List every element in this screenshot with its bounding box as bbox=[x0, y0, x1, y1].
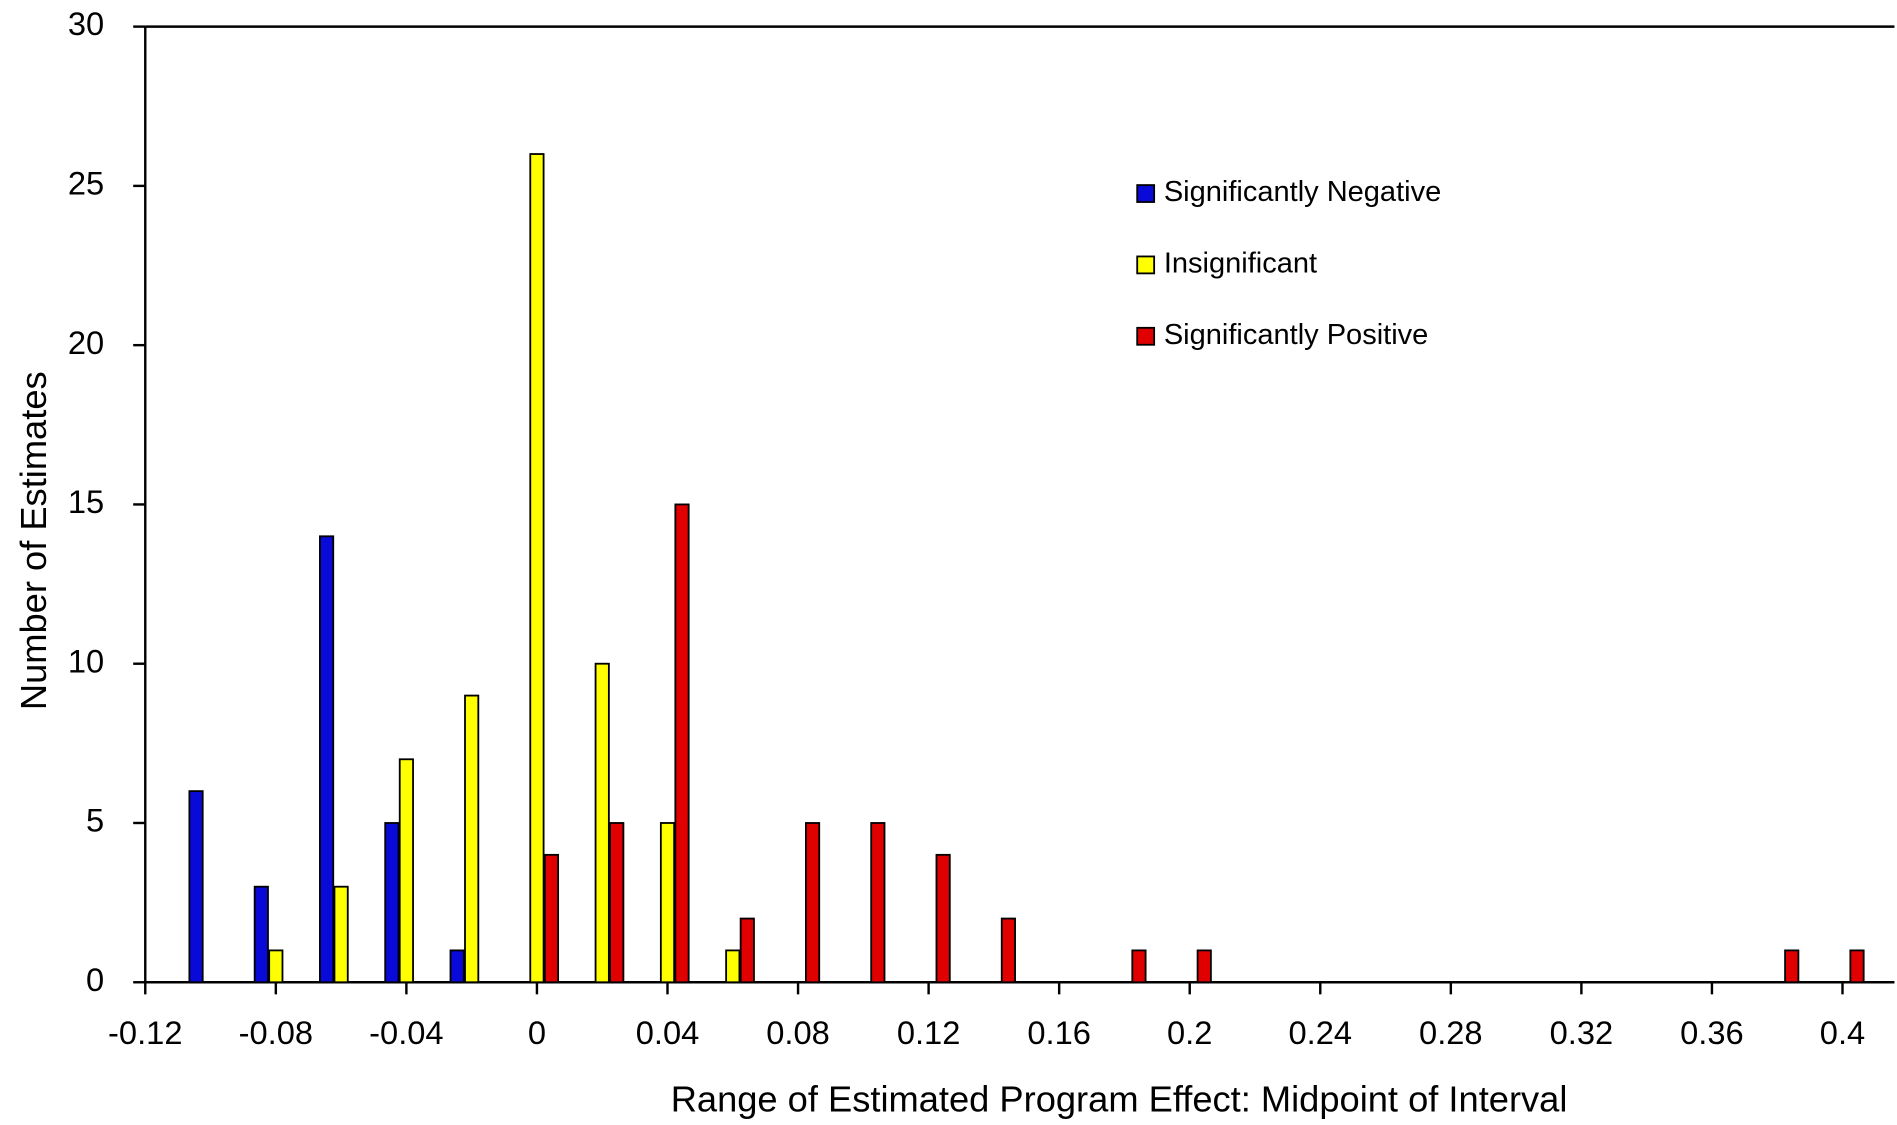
bar bbox=[805, 822, 821, 984]
bar bbox=[609, 822, 625, 984]
bar bbox=[725, 949, 741, 984]
x-tick-label: -0.04 bbox=[369, 1014, 443, 1051]
bar bbox=[333, 885, 349, 984]
x-tick-label: 0 bbox=[528, 1014, 546, 1051]
bar bbox=[529, 153, 545, 984]
x-tick-label: 0.32 bbox=[1550, 1014, 1614, 1051]
bar bbox=[1131, 949, 1147, 984]
legend-swatch bbox=[1136, 184, 1156, 203]
legend-label: Significantly Negative bbox=[1164, 176, 1441, 208]
y-axis-title: Number of Estimates bbox=[13, 371, 54, 710]
x-tick-label: 0.16 bbox=[1027, 1014, 1091, 1051]
bar bbox=[935, 853, 951, 984]
bar bbox=[674, 503, 690, 984]
x-tick-label: 0.12 bbox=[897, 1014, 961, 1051]
y-tick-label: 25 bbox=[68, 165, 104, 202]
bar bbox=[449, 949, 465, 984]
bar bbox=[1849, 949, 1865, 984]
bar bbox=[1196, 949, 1212, 984]
legend-label: Significantly Positive bbox=[1164, 319, 1428, 351]
x-axis-title: Range of Estimated Program Effect: Midpo… bbox=[671, 1079, 1568, 1120]
bar bbox=[659, 822, 676, 984]
x-tick-label: 0.08 bbox=[766, 1014, 830, 1051]
x-tick-label: 0.4 bbox=[1820, 1014, 1865, 1051]
x-tick-label: 0.2 bbox=[1167, 1014, 1212, 1051]
bar bbox=[253, 885, 269, 984]
x-tick-label: 0.28 bbox=[1419, 1014, 1483, 1051]
bar bbox=[1000, 917, 1016, 984]
y-tick-label: 10 bbox=[68, 642, 104, 679]
bar bbox=[543, 853, 560, 984]
y-tick-label: 20 bbox=[68, 324, 104, 361]
bar bbox=[319, 535, 335, 984]
bar bbox=[1784, 949, 1800, 984]
bar bbox=[870, 822, 886, 984]
bar bbox=[464, 694, 480, 984]
x-tick-label: -0.08 bbox=[239, 1014, 313, 1051]
legend-label: Insignificant bbox=[1164, 248, 1317, 280]
x-tick-label: -0.12 bbox=[108, 1014, 182, 1051]
y-tick-label: 30 bbox=[68, 5, 104, 42]
x-tick-label: 0.24 bbox=[1288, 1014, 1352, 1051]
bar bbox=[739, 917, 755, 984]
bar bbox=[398, 758, 414, 984]
bar bbox=[384, 822, 400, 984]
bar bbox=[594, 662, 610, 984]
legend-swatch bbox=[1136, 255, 1156, 275]
y-tick-label: 15 bbox=[68, 483, 104, 520]
bar bbox=[188, 790, 204, 984]
x-tick-label: 0.36 bbox=[1680, 1014, 1744, 1051]
y-tick-label: 5 bbox=[86, 802, 104, 839]
bar bbox=[268, 949, 284, 984]
x-tick-label: 0.04 bbox=[636, 1014, 700, 1051]
y-tick-label: 0 bbox=[86, 961, 104, 998]
legend-swatch bbox=[1136, 326, 1156, 346]
legend: Significantly Negative Insignificant Signi… bbox=[1136, 176, 1441, 351]
